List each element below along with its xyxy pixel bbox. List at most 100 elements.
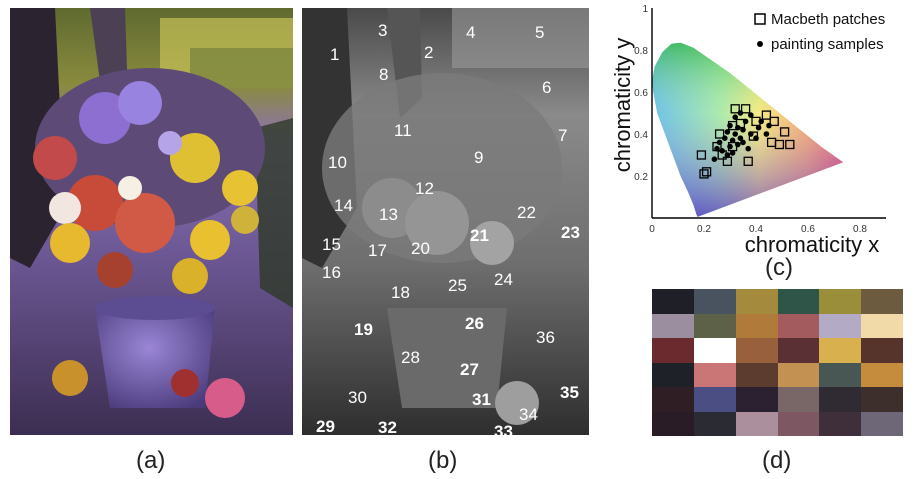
sample-label-6: 6 [542, 78, 551, 97]
palette-swatch [861, 362, 903, 388]
painting-sample-point [758, 118, 764, 125]
legend-label-painting: painting samples [771, 36, 884, 53]
macbeth-point [730, 104, 740, 114]
sample-label-17: 17 [368, 241, 387, 260]
sample-label-12: 12 [415, 179, 434, 198]
sample-label-24: 24 [494, 270, 513, 289]
palette-swatch [819, 289, 862, 314]
palette-swatch [777, 289, 820, 314]
palette-swatch [652, 338, 694, 363]
sample-label-1: 1 [330, 45, 339, 64]
sample-label-2: 2 [424, 43, 433, 62]
sample-label-3: 3 [378, 21, 387, 40]
sample-label-30: 30 [348, 388, 367, 407]
sample-label-31: 31 [472, 390, 491, 409]
macbeth-point [743, 156, 753, 166]
palette-swatch [777, 387, 820, 412]
palette-swatch [693, 313, 736, 339]
palette-swatch [819, 338, 862, 363]
sample-label-21: 21 [470, 226, 489, 245]
macbeth-point [761, 110, 772, 120]
grayscale-painting: 1 23 4 567891011121314151617181920212223242… [302, 8, 589, 435]
caption-c: (c) [765, 254, 793, 281]
palette-swatch [693, 362, 736, 388]
palette-swatch [735, 387, 778, 412]
painting-sample-point [724, 152, 731, 158]
legend-dot-marker [757, 41, 763, 47]
painting-sample-point [716, 139, 723, 146]
sample-label-9: 9 [474, 148, 483, 167]
palette-swatch [819, 362, 862, 388]
sample-label-32: 32 [378, 418, 397, 435]
painting-sample-point [719, 148, 725, 154]
palette-swatch [652, 411, 694, 436]
palette-swatch [861, 338, 903, 363]
sample-label-5: 5 [535, 23, 544, 42]
painting-sample-point [763, 131, 770, 137]
caption-d: (d) [762, 447, 792, 474]
painting-sample-point [755, 124, 762, 131]
painting-sample-point [711, 156, 718, 162]
legend-square-marker [754, 13, 766, 25]
x-tick-label: 0.2 [697, 224, 711, 235]
sample-label-13: 13 [379, 205, 398, 224]
sample-label-8: 8 [379, 65, 388, 84]
macbeth-point [714, 129, 725, 139]
palette-swatch [861, 289, 903, 314]
macbeth-point [696, 150, 707, 160]
painting-sample-point [722, 135, 728, 141]
macbeth-point [779, 127, 790, 137]
x-tick-label: 0 [649, 224, 655, 235]
palette-swatch [693, 387, 736, 412]
painting-sample-point [737, 135, 744, 141]
color-palette-grid [652, 289, 903, 436]
painting-sample-point [740, 127, 746, 133]
painting-sample-point [727, 143, 733, 150]
y-tick-label: 0.4 [634, 130, 648, 141]
palette-swatch [693, 338, 736, 363]
palette-swatch [693, 289, 736, 314]
sample-label-36: 36 [536, 328, 555, 347]
macbeth-point [701, 167, 712, 177]
painting-sample-point [729, 137, 736, 144]
palette-swatch [861, 411, 903, 436]
sample-label-27: 27 [460, 360, 479, 379]
y-tick-label: 1 [642, 4, 648, 15]
sample-label-22: 22 [517, 203, 536, 222]
sample-label-4: 4 [466, 23, 475, 42]
x-tick-label: 0.8 [853, 224, 867, 235]
x-axis-title: chromaticity x [745, 232, 879, 257]
sample-label-28: 28 [401, 348, 420, 367]
sample-locations-image: 1 2 3 4 5 6 7 8 9 10 11 12 13 14 15 16 17 18 19 20 21 22 23 24 2… [302, 8, 589, 435]
painting-sample-point [727, 122, 733, 129]
painting-sample-point [735, 124, 741, 131]
sample-label-15: 15 [322, 235, 341, 254]
legend-label-macbeth: Macbeth patches [771, 11, 885, 28]
painting-sample-point [748, 112, 754, 118]
palette-swatch [735, 362, 778, 388]
palette-swatch [652, 387, 694, 412]
palette-swatch [819, 411, 862, 436]
x-tick-label: 0.6 [801, 224, 815, 235]
palette-swatch [652, 313, 694, 339]
y-tick-label: 0.6 [634, 88, 648, 99]
painting-image [10, 8, 293, 435]
palette-swatch [735, 411, 778, 436]
chart-legend: Macbeth patches painting samples [754, 11, 885, 53]
painting-sample-point [714, 145, 720, 152]
palette-swatch [777, 411, 820, 436]
palette-swatch [693, 411, 736, 436]
palette-swatch [819, 387, 862, 412]
painting-sample-point [732, 131, 738, 137]
palette-swatch [652, 289, 694, 314]
x-tick-label: 0.4 [749, 224, 763, 235]
sample-label-11: 11 [394, 121, 412, 140]
sample-label-10: 10 [328, 153, 347, 172]
sample-label-7: 7 [558, 126, 567, 145]
gamut-lightness-fill [652, 42, 844, 217]
palette-swatch [861, 313, 903, 339]
y-tick-label: 0.2 [634, 172, 648, 183]
palette-swatch [819, 313, 862, 339]
sample-label-16: 16 [322, 263, 341, 282]
palette-swatch [735, 313, 778, 339]
